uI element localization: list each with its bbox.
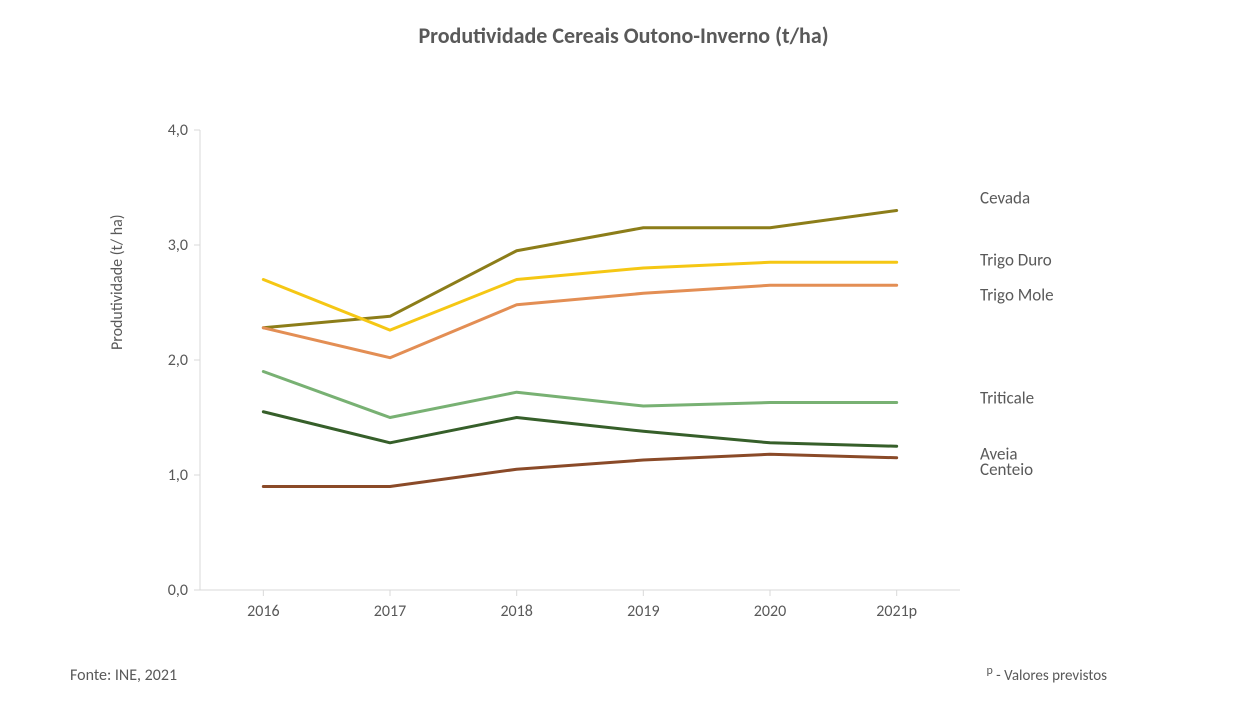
footer-note: p - Valores previstos [986, 664, 1107, 685]
y-tick-label: 3,0 [168, 236, 188, 255]
series-line-triticale [263, 372, 896, 418]
footer-source: Fonte: INE, 2021 [70, 666, 177, 685]
series-label-trigo-duro: Trigo Duro [980, 249, 1052, 270]
series-label-centeio: Centeio [980, 459, 1033, 480]
series-line-cevada [263, 211, 896, 328]
series-label-trigo-mole: Trigo Mole [980, 284, 1054, 305]
y-tick-label: 0,0 [168, 581, 188, 600]
series-label-cevada: Cevada [980, 188, 1030, 209]
chart-svg: 0,0 1,0 2,0 3,0 4,0 2016 2017 2018 2019 2020 2021p… [0, 0, 1247, 715]
y-tick-label: 2,0 [168, 351, 188, 370]
x-tick-label: 2020 [754, 602, 786, 621]
chart-container: Produtividade Cereais Outono-Inverno (t/… [0, 0, 1247, 715]
series-line-centeio [263, 454, 896, 486]
x-tick-label: 2018 [500, 602, 532, 621]
x-tick-label: 2016 [247, 602, 279, 621]
x-tick-label: 2019 [627, 602, 659, 621]
x-tick-label: 2017 [374, 602, 406, 621]
footer-note-rest: - Valores previstos [993, 667, 1107, 685]
series-line-trigo-mole [263, 285, 896, 357]
series-label-triticale: Triticale [980, 388, 1034, 409]
series-line-aveia [263, 412, 896, 447]
y-tick-label: 4,0 [168, 121, 188, 140]
x-tick-label: 2021p [876, 602, 917, 621]
y-tick-label: 1,0 [168, 466, 188, 485]
